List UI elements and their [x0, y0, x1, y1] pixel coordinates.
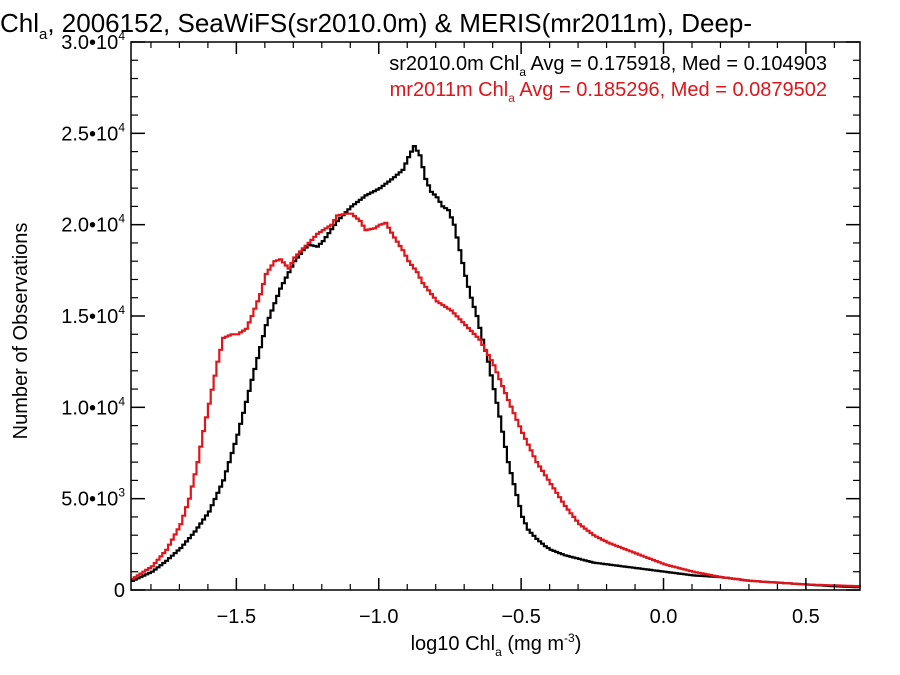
x-axis-ticks: −1.5 −1.0 −0.5 0.0 0.5	[150, 42, 835, 628]
y-tick-label: 0	[114, 580, 125, 602]
x-axis-label: log10 Chla (mg m-3)	[411, 631, 582, 659]
y-tick-label: 5.0•103	[61, 486, 125, 511]
x-tick-label: 0.5	[792, 606, 820, 628]
x-tick-label: −1.0	[359, 606, 398, 628]
legend-entry-mr2011: mr2011m Chla Avg = 0.185296, Med = 0.087…	[390, 79, 827, 105]
y-tick-label: 2.0•104	[61, 212, 125, 237]
plot-frame	[130, 41, 861, 591]
x-tick-label: −1.5	[217, 606, 256, 628]
y-axis-ticks: 0 5.0•103 1.0•104 1.5•104 2.0•104 2.5•104 3.0•…	[61, 29, 860, 602]
x-tick-label: −0.5	[501, 606, 540, 628]
y-tick-label: 1.0•104	[61, 394, 125, 419]
series-layer	[131, 145, 862, 589]
y-tick-label: 2.5•104	[61, 120, 125, 145]
legend-entry-sr2010: sr2010.0m Chla Avg = 0.175918, Med = 0.1…	[389, 53, 827, 79]
y-axis-label: Number of Observations	[10, 223, 32, 440]
x-tick-label: 0.0	[650, 606, 678, 628]
series-line-1	[131, 212, 862, 588]
y-tick-label: 3.0•104	[61, 29, 125, 54]
y-tick-label: 1.5•104	[61, 303, 125, 328]
chart-title: Chla, 2006152, SeaWiFS(sr2010.0m) & MERI…	[0, 8, 752, 43]
